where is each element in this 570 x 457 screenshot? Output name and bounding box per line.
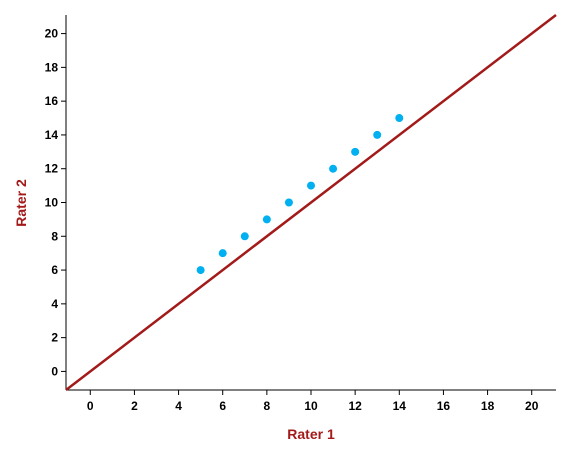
data-point bbox=[284, 198, 293, 207]
x-tick-label: 10 bbox=[304, 399, 318, 413]
x-tick-label: 2 bbox=[131, 399, 138, 413]
x-tick-label: 14 bbox=[393, 399, 407, 413]
data-point bbox=[218, 249, 227, 258]
x-tick-label: 18 bbox=[481, 399, 495, 413]
data-point bbox=[373, 130, 382, 139]
y-tick-label: 4 bbox=[51, 297, 58, 311]
data-point bbox=[262, 215, 271, 224]
y-tick-label: 14 bbox=[45, 128, 59, 142]
y-ticks: 0 2 4 6 8 10 12 14 16 18 20 bbox=[45, 27, 66, 378]
y-tick-label: 8 bbox=[51, 229, 58, 243]
y-tick-label: 16 bbox=[45, 94, 59, 108]
y-tick-label: 20 bbox=[45, 27, 59, 41]
x-tick-label: 6 bbox=[219, 399, 226, 413]
x-tick-label: 4 bbox=[175, 399, 182, 413]
data-point bbox=[329, 164, 338, 173]
data-point bbox=[351, 147, 360, 156]
y-tick-label: 2 bbox=[51, 331, 58, 345]
y-tick-label: 10 bbox=[45, 196, 59, 210]
x-tick-label: 12 bbox=[348, 399, 362, 413]
x-tick-label: 0 bbox=[87, 399, 94, 413]
y-tick-label: 0 bbox=[51, 364, 58, 378]
data-point bbox=[240, 232, 249, 241]
x-tick-label: 8 bbox=[264, 399, 271, 413]
data-point bbox=[395, 114, 404, 123]
data-point bbox=[196, 266, 205, 275]
x-tick-label: 20 bbox=[525, 399, 539, 413]
reference-line bbox=[65, 14, 557, 391]
data-point bbox=[307, 181, 315, 190]
y-axis-label: Rater 2 bbox=[13, 179, 29, 227]
y-tick-label: 18 bbox=[45, 60, 59, 74]
x-tick-label: 16 bbox=[437, 399, 451, 413]
x-ticks: 0 2 4 6 8 10 12 14 16 18 20 bbox=[87, 390, 539, 413]
y-tick-label: 12 bbox=[45, 162, 59, 176]
data-points bbox=[196, 114, 404, 275]
y-tick-label: 6 bbox=[51, 263, 58, 277]
x-axis-label: Rater 1 bbox=[287, 426, 335, 442]
